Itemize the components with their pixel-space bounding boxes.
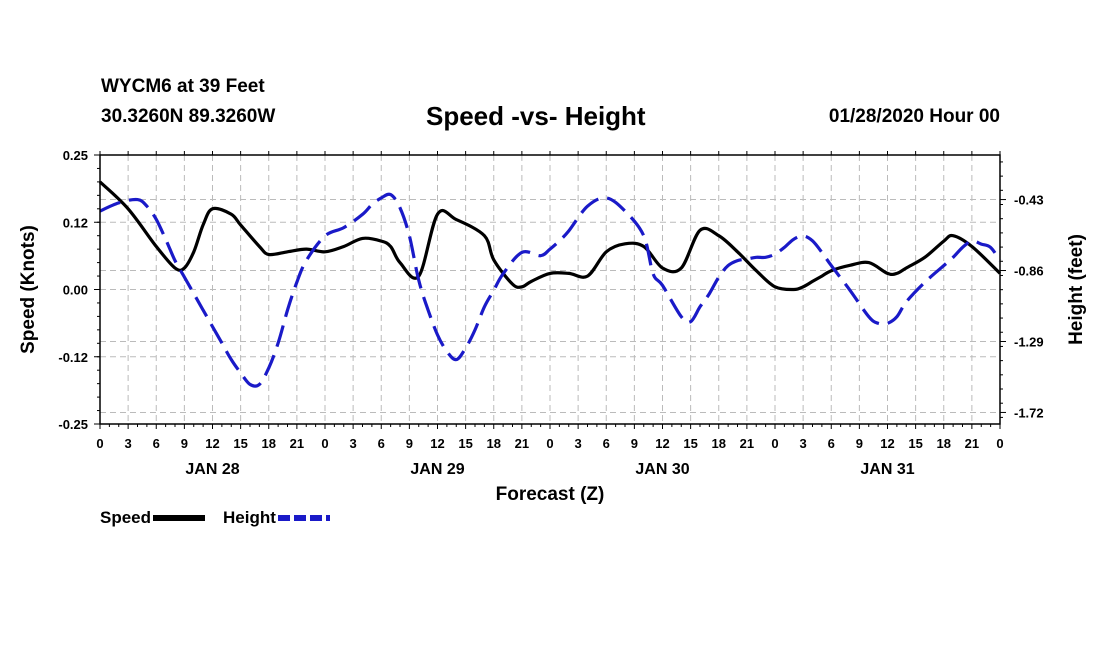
legend: Speed Height	[100, 508, 348, 528]
x-tick-label: 9	[181, 436, 188, 451]
x-tick-label: 21	[740, 436, 754, 451]
x-tick-label: 0	[321, 436, 328, 451]
y2-tick-label: -1.72	[1014, 405, 1044, 420]
y2-tick-label: -0.86	[1014, 264, 1044, 279]
x-tick-label: 15	[233, 436, 247, 451]
x-tick-label: 15	[458, 436, 472, 451]
legend-label-speed: Speed	[100, 508, 152, 527]
ticks	[94, 151, 1006, 429]
x-tick-label: 3	[575, 436, 582, 451]
x-tick-label: 3	[125, 436, 132, 451]
series-line-speed	[98, 180, 1002, 292]
day-label: JAN 30	[635, 461, 689, 478]
x-tick-label: 18	[712, 436, 726, 451]
series-layer	[98, 180, 1002, 388]
legend-item-height: Height	[223, 508, 330, 528]
x-tick-label: 9	[406, 436, 413, 451]
series-line-height	[99, 192, 1002, 388]
x-tick-label: 12	[655, 436, 669, 451]
y-tick-label: -0.12	[58, 350, 88, 365]
coordinates-label: 30.3260N 89.3260W	[101, 106, 276, 127]
x-tick-label: 0	[771, 436, 778, 451]
x-tick-label: 9	[631, 436, 638, 451]
x-tick-label: 15	[683, 436, 697, 451]
y-tick-label: 0.12	[63, 215, 88, 230]
y-axis-title: Speed (Knots)	[18, 225, 39, 354]
y-tick-label: 0.25	[63, 148, 88, 163]
x-tick-label: 6	[828, 436, 835, 451]
chart-title: Speed -vs- Height	[426, 101, 646, 131]
x-tick-label: 9	[856, 436, 863, 451]
x-tick-label: 0	[996, 436, 1003, 451]
day-label: JAN 29	[410, 461, 464, 478]
labels: 0 3 6 9 12 15 18 21 0 3 6 9 12 15 18 21 0 3 6 9 12 15 18 21 0 3 6 9…	[58, 148, 1043, 478]
day-label: JAN 28	[185, 461, 239, 478]
legend-swatch-speed	[153, 515, 206, 521]
x-tick-label: 15	[908, 436, 922, 451]
legend-swatch-height	[277, 515, 330, 521]
x-tick-label: 12	[880, 436, 894, 451]
x-tick-label: 18	[487, 436, 501, 451]
x-tick-label: 6	[378, 436, 385, 451]
legend-item-speed: Speed	[100, 508, 206, 528]
x-tick-label: 21	[965, 436, 979, 451]
y2-tick-label: -1.29	[1014, 334, 1044, 349]
x-tick-label: 0	[96, 436, 103, 451]
x-tick-label: 12	[430, 436, 444, 451]
y-tick-label: 0.00	[63, 283, 88, 298]
x-tick-label: 3	[350, 436, 357, 451]
x-tick-label: 21	[290, 436, 304, 451]
forecast-timestamp: 01/28/2020 Hour 00	[828, 106, 1000, 127]
x-tick-label: 12	[205, 436, 219, 451]
x-tick-label: 21	[515, 436, 529, 451]
x-tick-label: 18	[262, 436, 276, 451]
x-axis-title: Forecast (Z)	[496, 484, 605, 505]
station-label: WYCM6 at 39 Feet	[101, 76, 265, 97]
y2-axis-title: Height (feet)	[1066, 234, 1087, 345]
x-tick-label: 3	[800, 436, 807, 451]
x-tick-label: 0	[546, 436, 553, 451]
y2-tick-label: -0.43	[1014, 193, 1044, 208]
x-tick-label: 6	[153, 436, 160, 451]
x-tick-label: 6	[603, 436, 610, 451]
y-tick-label: -0.25	[58, 417, 88, 432]
legend-label-height: Height	[223, 508, 276, 527]
grid	[100, 155, 1000, 424]
x-tick-label: 18	[937, 436, 951, 451]
day-label: JAN 31	[860, 461, 914, 478]
